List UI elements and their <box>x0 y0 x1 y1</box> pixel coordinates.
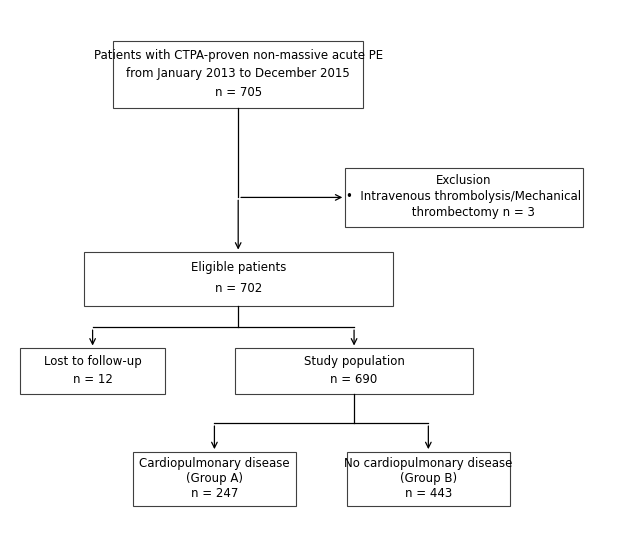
Text: •  Intravenous thrombolysis/Mechanical: • Intravenous thrombolysis/Mechanical <box>347 190 582 203</box>
Text: from January 2013 to December 2015: from January 2013 to December 2015 <box>126 67 350 80</box>
FancyBboxPatch shape <box>113 42 363 108</box>
Text: n = 443: n = 443 <box>405 487 452 499</box>
FancyBboxPatch shape <box>84 253 392 306</box>
Text: n = 705: n = 705 <box>215 86 262 99</box>
Text: Cardiopulmonary disease: Cardiopulmonary disease <box>139 457 290 470</box>
FancyBboxPatch shape <box>132 452 296 506</box>
Text: Eligible patients: Eligible patients <box>191 261 286 274</box>
FancyBboxPatch shape <box>20 349 165 394</box>
Text: Study population: Study population <box>304 355 404 368</box>
Text: n = 12: n = 12 <box>72 373 113 386</box>
Text: Patients with CTPA-proven non-massive acute PE: Patients with CTPA-proven non-massive ac… <box>93 49 383 62</box>
Text: Exclusion: Exclusion <box>436 174 491 187</box>
FancyBboxPatch shape <box>235 349 473 394</box>
Text: Lost to follow-up: Lost to follow-up <box>44 355 142 368</box>
FancyBboxPatch shape <box>347 452 510 506</box>
Text: (Group A): (Group A) <box>186 472 243 484</box>
Text: n = 690: n = 690 <box>331 373 378 386</box>
Text: No cardiopulmonary disease: No cardiopulmonary disease <box>344 457 513 470</box>
FancyBboxPatch shape <box>345 168 583 227</box>
Text: n = 247: n = 247 <box>191 487 238 499</box>
Text: n = 702: n = 702 <box>215 282 262 295</box>
Text: (Group B): (Group B) <box>400 472 457 484</box>
Text: thrombectomy n = 3: thrombectomy n = 3 <box>393 206 535 220</box>
